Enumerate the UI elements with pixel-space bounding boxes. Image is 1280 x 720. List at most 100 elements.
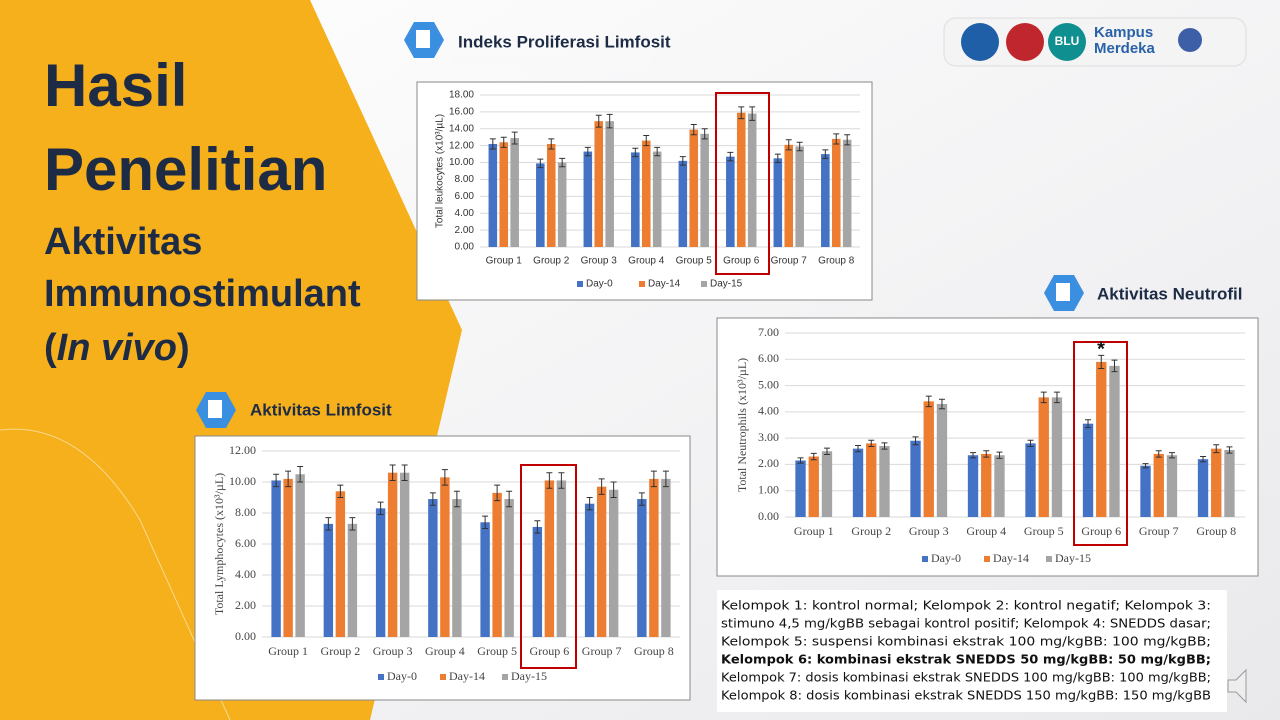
error-bar [558, 472, 565, 489]
chart: 0.00 2.00 4.00 6.00 8.00 10.00 12.00 Group 1 Gro… [212, 443, 680, 683]
bar [1096, 361, 1107, 517]
bar [594, 121, 604, 247]
chart-frame [716, 317, 1259, 577]
error-bar [650, 470, 657, 488]
error-bar [500, 136, 507, 148]
error-bar [1155, 450, 1162, 458]
bar [440, 477, 450, 637]
error-bar [441, 469, 448, 486]
chart: 0.00 2.00 4.00 6.00 8.00 10.00 12.00 14.00 16.00… [435, 90, 860, 290]
y-tick-label: 5.00 [758, 377, 779, 391]
note-line: stimuno 4,5 mg/kgBB sebagai kontrol posi… [721, 616, 1211, 631]
error-bar [482, 515, 489, 529]
bar [631, 152, 640, 247]
legend-swatch [502, 674, 508, 680]
bar [532, 526, 543, 637]
bar [879, 446, 890, 517]
error-bar [606, 113, 613, 129]
error-bar [489, 138, 496, 150]
bar [866, 443, 877, 517]
error-bar [738, 106, 745, 120]
x-tick-label: Group 2 [851, 524, 891, 538]
error-bar [598, 478, 605, 495]
legend-swatch [922, 556, 928, 562]
y-axis-label: Total Lymphocytes (x10³/µL) [212, 473, 226, 615]
x-tick-label: Group 5 [676, 256, 713, 267]
error-bar [559, 157, 566, 168]
legend-label: Day-15 [511, 669, 547, 683]
y-tick-label: 0.00 [758, 509, 779, 523]
error-bar [548, 138, 555, 150]
error-bar [701, 128, 708, 140]
error-bar [796, 141, 803, 152]
bar [795, 146, 804, 247]
legend-swatch [440, 674, 446, 680]
y-tick-label: 6.00 [235, 536, 256, 550]
error-bar [1098, 354, 1105, 369]
error-bar [1085, 419, 1092, 429]
x-tick-label: Group 6 [1081, 524, 1121, 538]
error-bar [785, 139, 792, 151]
error-bar [584, 146, 591, 157]
y-tick-label: 14.00 [449, 123, 474, 134]
y-tick-label: 6.00 [455, 191, 475, 202]
legend-label: Day-15 [1055, 551, 1091, 565]
x-tick-label: Group 6 [723, 256, 760, 267]
error-bar [1040, 391, 1047, 404]
x-tick-label: Group 5 [477, 644, 517, 658]
legend-swatch [1046, 556, 1052, 562]
note-line: Kelompok 7: dosis kombinasi ekstrak SNED… [721, 670, 1211, 685]
legend-label: Day-14 [648, 279, 681, 290]
bar [726, 156, 735, 247]
logo [1006, 23, 1044, 61]
bar [504, 499, 514, 637]
error-bar [429, 492, 436, 506]
paren: ( [44, 327, 57, 369]
bar [499, 142, 509, 247]
y-tick-label: 4.00 [758, 404, 779, 418]
error-bar [337, 484, 344, 498]
x-tick-label: Group 8 [1196, 524, 1236, 538]
error-bar [1226, 446, 1233, 454]
title-line: Penelitian [44, 136, 327, 203]
bar [452, 499, 462, 637]
error-bar [868, 439, 875, 448]
x-tick-label: Group 7 [582, 644, 622, 658]
y-tick-label: 16.00 [449, 107, 474, 118]
bar [736, 112, 746, 247]
bar [994, 455, 1005, 517]
x-tick-label: Group 7 [1139, 524, 1179, 538]
error-bar [822, 149, 829, 159]
error-bar [690, 124, 697, 136]
x-tick-label: Group 4 [628, 256, 665, 267]
deco-line [0, 428, 231, 720]
bar [347, 523, 358, 637]
bar [536, 163, 545, 247]
y-axis-label: Total Neutrophils (x10³/µL) [735, 358, 749, 492]
section-title: Aktivitas Neutrofil [1097, 284, 1242, 303]
bar [821, 154, 830, 247]
bar [795, 460, 806, 517]
section-icon [1044, 275, 1084, 311]
error-bar [506, 490, 513, 508]
bar [981, 453, 992, 517]
legend-label: Day-14 [449, 669, 485, 683]
bar [557, 162, 567, 247]
error-bar [297, 466, 304, 483]
logo [961, 23, 999, 61]
subtitle-line: Aktivitas [44, 221, 202, 263]
y-tick-label: 2.00 [758, 456, 779, 470]
bar [641, 140, 651, 247]
bar [773, 158, 783, 247]
error-bar [662, 470, 669, 488]
y-tick-label: 0.00 [455, 242, 475, 253]
error-bar [273, 473, 280, 488]
error-bar [632, 147, 639, 158]
bar [556, 480, 567, 637]
y-tick-label: 18.00 [449, 90, 474, 101]
legend-swatch [378, 674, 384, 680]
error-bar [389, 464, 396, 481]
bar [488, 143, 498, 247]
bar [784, 144, 794, 247]
y-tick-label: 4.00 [455, 208, 475, 219]
